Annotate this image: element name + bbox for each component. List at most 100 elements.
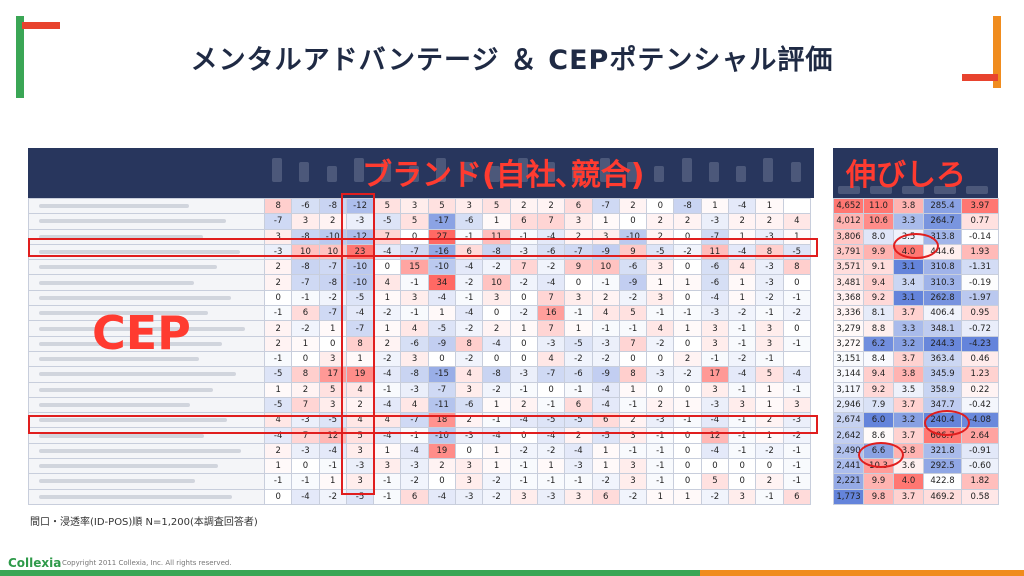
matrix-cell: 0 xyxy=(618,350,648,368)
matrix-cell: -5 xyxy=(564,335,593,352)
row-label-blurred xyxy=(28,274,265,291)
row-label-blurred xyxy=(28,381,265,398)
matrix-cell: 6 xyxy=(564,197,593,215)
matrix-cell: -3 xyxy=(591,335,620,352)
matrix-cell: 2 xyxy=(263,335,293,352)
bottom-green-line xyxy=(0,570,1024,576)
matrix-cell: 0 xyxy=(646,350,675,368)
matrix-cell: -4 xyxy=(728,197,757,215)
table-row: -4 7 12 5 -4 -1 -10 -3 -4 0 -4 2 -5 3 -1 0 12 -1 1 -2 xyxy=(28,427,811,444)
matrix-cell: -4 xyxy=(536,274,566,291)
matrix-cell: 2 xyxy=(263,442,293,460)
potential-cell: 310.8 xyxy=(923,259,962,276)
matrix-cell: -2 xyxy=(509,305,538,322)
matrix-cell: -7 xyxy=(427,381,457,398)
table-row: 3,272 6.2 3.2 244.3 -4.23 xyxy=(833,335,999,352)
table-row: 4,012 10.6 3.3 264.7 0.77 xyxy=(833,213,999,230)
blurred-text xyxy=(39,387,213,392)
matrix-cell: -1 xyxy=(591,274,620,291)
matrix-cell: 8 xyxy=(455,335,484,352)
matrix-cell: -2 xyxy=(318,488,347,505)
matrix-cell: 0 xyxy=(673,381,702,398)
matrix-cell: 1 xyxy=(373,442,402,460)
matrix-cell: -4 xyxy=(564,442,593,460)
matrix-cell: -10 xyxy=(345,274,375,291)
matrix-cell: -7 xyxy=(318,305,347,322)
matrix-cell: 10 xyxy=(482,274,511,291)
matrix-cell: 1 xyxy=(591,213,620,230)
matrix-cell: 0 xyxy=(263,289,293,307)
matrix-cell: -1 xyxy=(673,305,702,322)
blurred-header-text xyxy=(572,166,583,182)
blurred-text xyxy=(39,311,208,316)
matrix-cell: -6 xyxy=(700,274,730,291)
matrix-cell: 2 xyxy=(564,427,593,444)
matrix-cell: -1 xyxy=(263,473,293,490)
matrix-cell: -4 xyxy=(291,488,320,505)
potential-cell: 3.7 xyxy=(893,305,924,322)
matrix-cell: 2 xyxy=(755,213,784,230)
matrix-cell: -2 xyxy=(755,289,784,307)
matrix-cell: -5 xyxy=(591,427,620,444)
potential-cell: 2,642 xyxy=(833,427,864,444)
matrix-cell: 3 xyxy=(728,396,757,414)
potential-cell: 0.22 xyxy=(961,381,999,398)
matrix-cell: -7 xyxy=(345,320,375,337)
matrix-cell: 1 xyxy=(673,274,702,291)
blurred-text xyxy=(39,326,245,331)
blurred-text xyxy=(39,295,231,300)
top-left-green-bar xyxy=(16,16,24,98)
matrix-cell: -4 xyxy=(427,488,457,505)
matrix-cell: -1 xyxy=(373,381,402,398)
matrix-cell: 3 xyxy=(455,197,484,215)
matrix-cell: -8 xyxy=(291,228,320,245)
matrix-cell: -2 xyxy=(564,350,593,368)
matrix-cell: -3 xyxy=(700,305,730,322)
matrix-cell: 3 xyxy=(755,335,784,352)
table-row: 3,151 8.4 3.7 363.4 0.46 xyxy=(833,350,999,368)
potential-cell: 9.8 xyxy=(863,488,894,505)
matrix-cell: 1 xyxy=(482,396,511,414)
matrix-cell: -1 xyxy=(400,305,429,322)
matrix-cell: -5 xyxy=(345,488,375,505)
matrix-cell: -1 xyxy=(509,473,538,490)
matrix-cell: -3 xyxy=(455,427,484,444)
blurred-header-text xyxy=(654,166,665,182)
matrix-cell: 3 xyxy=(618,458,648,475)
potential-cell: 3,151 xyxy=(833,350,864,368)
matrix-cell: 5 xyxy=(482,197,511,215)
matrix-cell: -2 xyxy=(482,488,511,505)
matrix-cell: -1 xyxy=(291,289,320,307)
table-row: 1 0 -1 -3 3 -3 2 3 1 -1 1 -3 1 3 -1 0 0 0 0 -1 xyxy=(28,458,811,475)
copyright-text: Copyright 2011 Collexia, Inc. All rights… xyxy=(62,559,232,567)
matrix-cell: -2 xyxy=(536,442,566,460)
matrix-cell: -1 xyxy=(564,305,593,322)
matrix-cell: -4 xyxy=(373,396,402,414)
potential-cell: 3.7 xyxy=(893,350,924,368)
matrix-cell: 0 xyxy=(482,350,511,368)
matrix-cell: 1 xyxy=(373,320,402,337)
table-row: 3,571 9.1 3.1 310.8 -1.31 xyxy=(833,259,999,276)
potential-cell: 9.9 xyxy=(863,243,894,261)
matrix-cell xyxy=(782,350,811,368)
matrix-cell: -1 xyxy=(536,396,566,414)
matrix-cell: -1 xyxy=(782,335,811,352)
matrix-cell: 1 xyxy=(646,274,675,291)
matrix-cell: -1 xyxy=(509,458,538,475)
matrix-cell: 1 xyxy=(564,320,593,337)
potential-cell: 8.6 xyxy=(863,427,894,444)
potential-cell: 2.64 xyxy=(961,427,999,444)
matrix-cell: -2 xyxy=(728,350,757,368)
table-row: 8 -6 -8 -12 5 3 5 3 5 2 2 6 -7 2 0 -8 1 -4 1 xyxy=(28,197,811,215)
matrix-cell: 7 xyxy=(509,259,538,276)
matrix-cell: 2 xyxy=(482,320,511,337)
matrix-cell: 2 xyxy=(564,228,593,245)
table-row: 3,144 9.4 3.8 345.9 1.23 xyxy=(833,366,999,383)
nobishiro-label: 伸びしろ xyxy=(846,158,966,193)
potential-cell: 4,012 xyxy=(833,213,864,230)
potential-cell: 1.93 xyxy=(961,243,999,261)
blurred-text xyxy=(39,418,227,423)
matrix-cell: -2 xyxy=(482,473,511,490)
table-row: 2,674 6.0 3.2 240.4 -4.08 xyxy=(833,412,999,429)
matrix-cell: 3 xyxy=(455,458,484,475)
